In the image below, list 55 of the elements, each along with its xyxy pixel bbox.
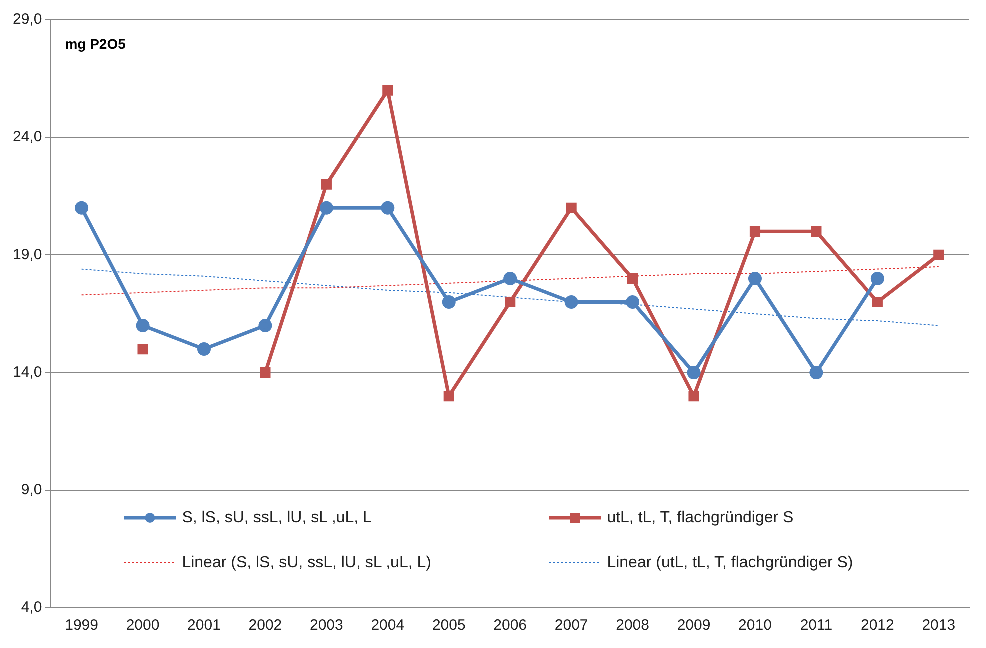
- x-tick-label: 2000: [126, 617, 160, 634]
- point: [136, 319, 150, 333]
- point: [321, 179, 332, 190]
- line-series: [81, 268, 940, 326]
- legend-label: Linear (S, lS, sU, ssL, lU, sL ,uL, L): [182, 554, 432, 572]
- x-tick-label: 2009: [677, 617, 711, 634]
- y-tick-label: 14,0: [12, 364, 42, 381]
- point: [260, 368, 271, 378]
- point: [628, 273, 638, 284]
- point: [870, 272, 884, 286]
- x-tick-label: 2006: [494, 617, 528, 634]
- point: [688, 391, 700, 402]
- point: [382, 85, 394, 96]
- x-tick-label: 2007: [554, 617, 588, 634]
- x-tick-label: 1999: [65, 617, 98, 634]
- line-series: [81, 266, 940, 296]
- point: [811, 226, 822, 237]
- point: [197, 342, 211, 356]
- point: [810, 366, 824, 380]
- legend-label: S, lS, sU, ssL, lU, sL ,uL, L: [182, 509, 372, 526]
- y-tick-label: 9,0: [21, 482, 42, 499]
- point: [872, 296, 883, 308]
- x-tick-label: 2004: [371, 617, 405, 634]
- point: [505, 296, 516, 308]
- y-tick-label: 29,0: [12, 11, 42, 28]
- point: [687, 366, 701, 380]
- y-tick-label: 19,0: [12, 246, 42, 264]
- point: [934, 250, 944, 260]
- point: [138, 344, 148, 355]
- x-tick-label: 2010: [738, 617, 772, 634]
- x-tick-label: 2003: [310, 617, 344, 634]
- point: [320, 201, 334, 215]
- x-tick-label: 2013: [922, 617, 956, 634]
- point: [442, 295, 456, 309]
- x-tick-label: 2005: [432, 617, 466, 634]
- legend-label: utL, tL, T, flachgründiger S: [607, 509, 794, 526]
- x-tick-label: 2011: [800, 617, 833, 634]
- legend-label: Linear (utL, tL, T, flachgründiger S): [607, 554, 854, 572]
- x-tick-label: 2002: [248, 617, 282, 634]
- point: [750, 226, 761, 237]
- x-tick-label: 2001: [188, 617, 221, 634]
- annotation: mg P2O5: [65, 36, 126, 52]
- point: [748, 272, 762, 286]
- point: [566, 202, 577, 214]
- point: [504, 272, 518, 286]
- point: [626, 295, 640, 309]
- point: [564, 295, 578, 309]
- point: [75, 201, 89, 215]
- x-tick-label: 2008: [616, 617, 650, 634]
- point: [258, 319, 272, 333]
- x-tick-label: 2012: [860, 617, 894, 634]
- point: [381, 201, 395, 215]
- y-tick-label: 24,0: [12, 128, 42, 146]
- point: [444, 391, 454, 402]
- y-tick-label: 4,0: [21, 599, 42, 616]
